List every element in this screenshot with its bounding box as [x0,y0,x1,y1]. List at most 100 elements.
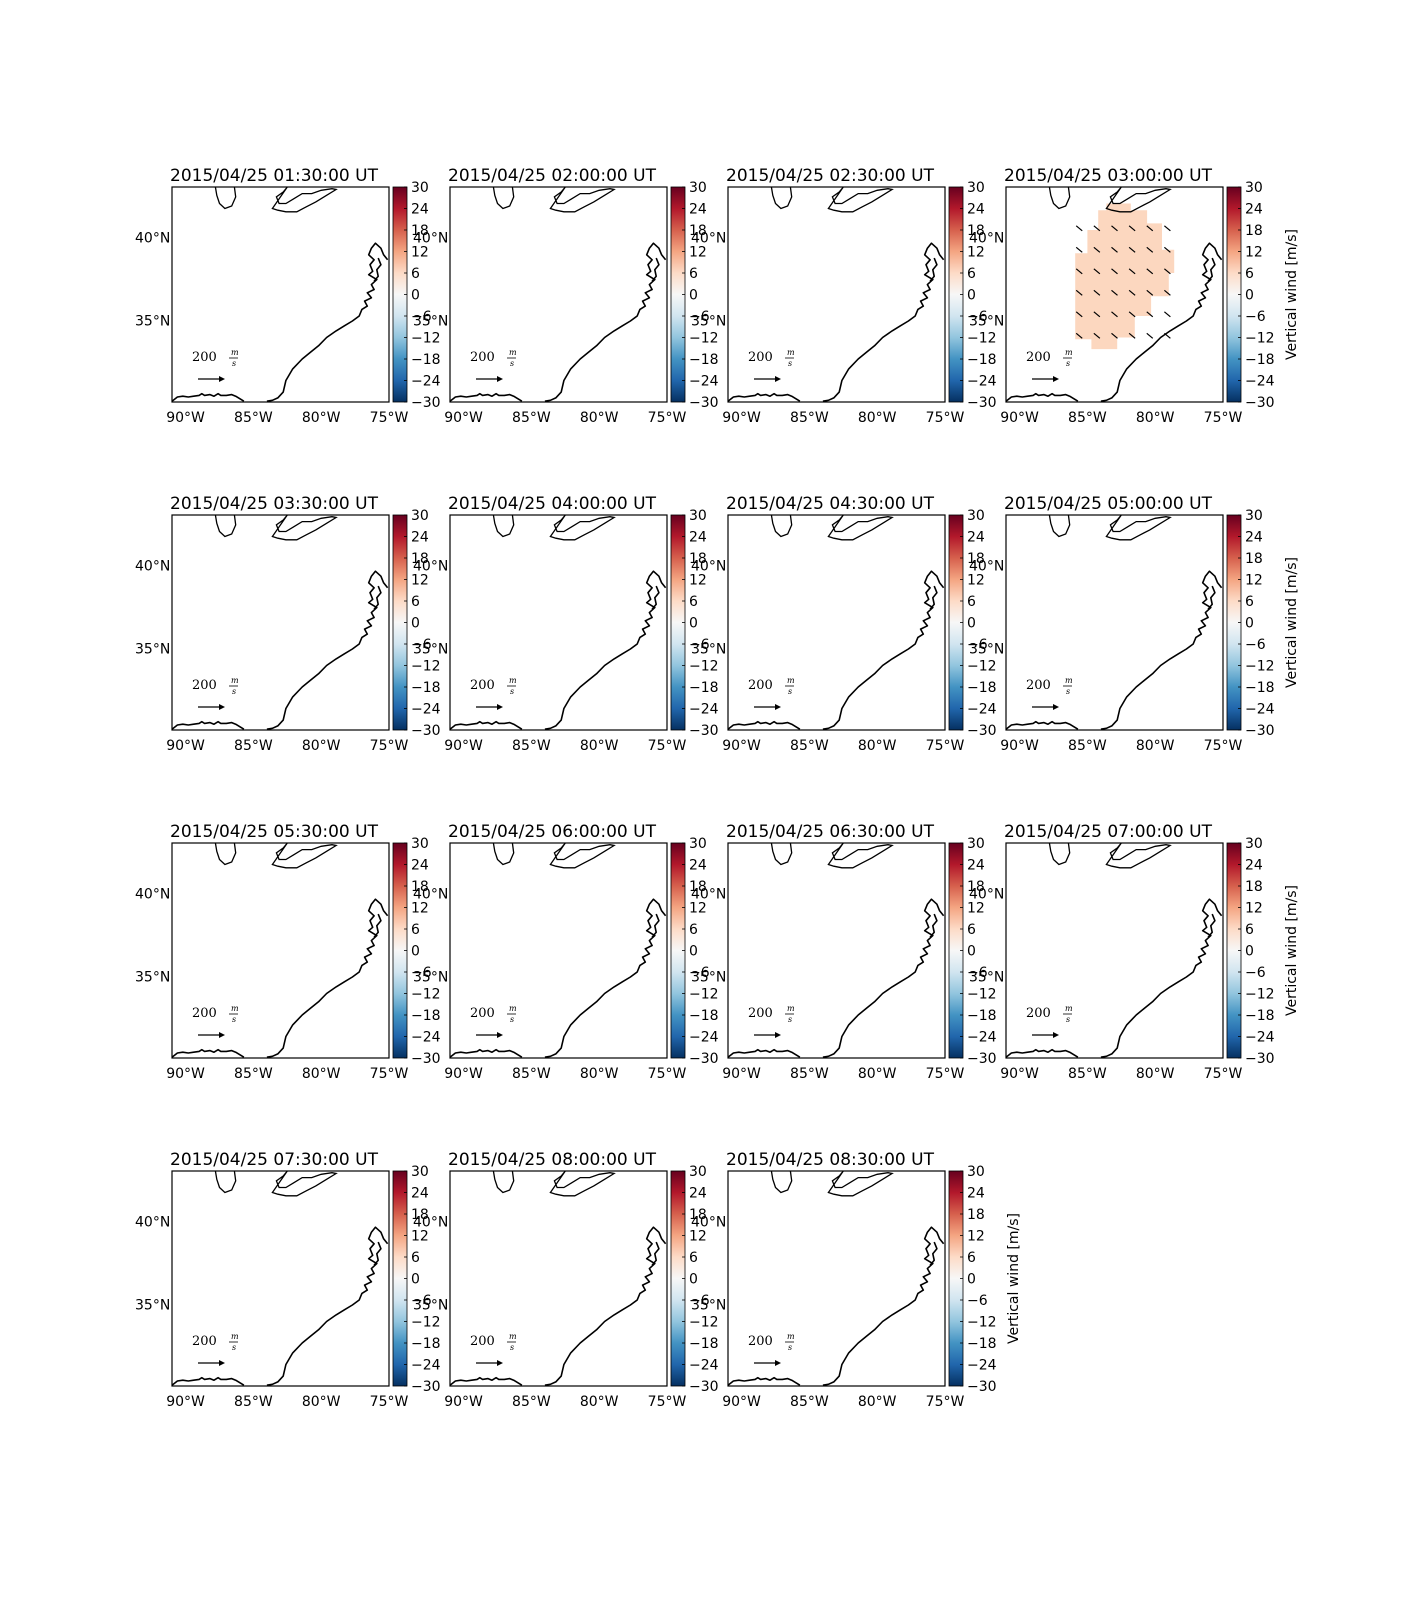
map-frame [1005,514,1224,731]
map-frame [727,186,946,403]
colorbar-tick-label: 18 [967,223,985,239]
wind-vector [1093,268,1101,275]
lake-michigan [214,842,237,866]
quiver-key-value: 200 [192,350,217,365]
lat-tick-label: 35°N [691,313,726,329]
quiver-key-value: 200 [192,678,217,693]
colorbar-tick-label: −12 [411,659,441,675]
quiver-key-value: 200 [470,1334,495,1349]
quiver-key-unit-num: m [231,676,239,685]
colorbar-label: Vertical wind [m/s] [1284,885,1300,1016]
colorbar-tick-label: −18 [411,352,441,368]
coastline [822,1226,945,1386]
colorbar-tick-label: −30 [967,1379,997,1395]
wind-vector [1164,225,1171,232]
quiver-key-label: 200 [748,350,773,365]
colorbar-tick-label: 6 [689,594,698,610]
quiver-key-value: 200 [1026,678,1051,693]
lake-erie [271,842,338,869]
colorbar-tick-label: −24 [967,1358,997,1374]
colorbar-tick-label: 18 [689,879,707,895]
quiver-key-value: 200 [470,350,495,365]
colorbar-tick-label: 12 [1245,573,1263,589]
lon-tick-label: 80°W [1136,1066,1175,1082]
quiver-key-unit-den: s [510,359,514,368]
colorbar-tick-label: 18 [689,551,707,567]
lake-erie [827,514,894,541]
quiver-key-value: 200 [748,1006,773,1021]
colorbar-tick-label: −12 [967,987,997,1003]
quiver-key-label: 200 [1026,350,1051,365]
colorbar-tick-label: 0 [967,616,976,632]
lon-tick-label: 90°W [1000,1066,1039,1082]
colorbar-tick-label: 24 [689,858,707,874]
colorbar-tick-label: 24 [967,858,985,874]
colorbar-tick-label: 12 [967,573,985,589]
colorbar-tick-label: 30 [411,1164,429,1180]
colorbar-tick-label: −24 [411,1030,441,1046]
coastline [727,720,801,730]
colorbar-tick-label: −12 [689,331,719,347]
lat-tick-label: 35°N [691,969,726,985]
lon-tick-label: 90°W [722,738,761,754]
colorbar-tick-label: −30 [411,1379,441,1395]
lat-tick-label: 40°N [135,559,170,575]
coastline [449,1048,523,1058]
colorbar-tick-label: −12 [411,331,441,347]
lake-erie [827,842,894,869]
coastline [651,913,660,938]
colorbar-tick-label: 6 [689,266,698,282]
colorbar-tick-label: 24 [411,530,429,546]
lat-tick-label: 35°N [691,641,726,657]
lon-tick-label: 80°W [302,1394,341,1410]
panel-title: 2015/04/25 06:30:00 UT [726,822,935,842]
coastline [171,392,245,402]
quiver-key-label: 200 [470,1334,495,1349]
colorbar-tick-label: 30 [689,508,707,524]
lon-tick-label: 80°W [580,410,619,426]
quiver-key-unit-den: s [788,1015,792,1024]
quiver-key-unit-den: s [510,1343,514,1352]
colorbar-tick-label: 0 [1245,288,1254,304]
map-frame [727,842,946,1059]
lat-tick-label: 35°N [969,969,1004,985]
lon-tick-label: 75°W [370,1394,409,1410]
coastline [727,1376,801,1386]
lon-tick-label: 85°W [234,738,273,754]
lat-tick-label: 40°N [413,1215,448,1231]
quiver-key-unit-den: s [232,359,236,368]
lon-tick-label: 90°W [444,1066,483,1082]
colorbar-tick-label: −12 [967,1315,997,1331]
map-panel: 2015/04/25 08:30:00 UT 200 ms 40°N 35°N 90°W 8… [691,1150,1022,1410]
colorbar-tick-label: 0 [967,944,976,960]
quiver-key-label: 200 [470,350,495,365]
colorbar-tick-label: −30 [1245,1051,1275,1067]
colorbar-tick-label: −6 [689,637,710,653]
colorbar-tick-label: −24 [689,1030,719,1046]
colorbar-tick-label: 18 [689,1207,707,1223]
lat-tick-label: 35°N [135,641,170,657]
lake-michigan [770,1170,793,1194]
colorbar-tick-label: −18 [411,1008,441,1024]
quiver-key-label: 200 [470,678,495,693]
coastline [544,570,667,730]
colorbar-tick-label: −18 [689,1336,719,1352]
lake-erie [549,186,616,213]
quiver-key-unit-den: s [788,1343,792,1352]
wind-vector [1093,246,1101,253]
colorbar-tick-label: −6 [411,637,432,653]
quiver-key-unit-num: m [787,1332,795,1341]
colorbar-tick-label: 0 [1245,616,1254,632]
colorbar-tick-label: 30 [689,836,707,852]
lon-tick-label: 90°W [166,410,205,426]
colorbar-tick-label: 6 [1245,266,1254,282]
colorbar-tick-label: 12 [689,901,707,917]
lat-tick-label: 35°N [691,1297,726,1313]
colorbar-tick-label: 18 [967,1207,985,1223]
lake-erie [271,186,338,213]
colorbar-tick-label: −18 [967,680,997,696]
coastline [266,1226,389,1386]
colorbar-tick-label: −18 [967,1336,997,1352]
lat-tick-label: 40°N [691,887,726,903]
